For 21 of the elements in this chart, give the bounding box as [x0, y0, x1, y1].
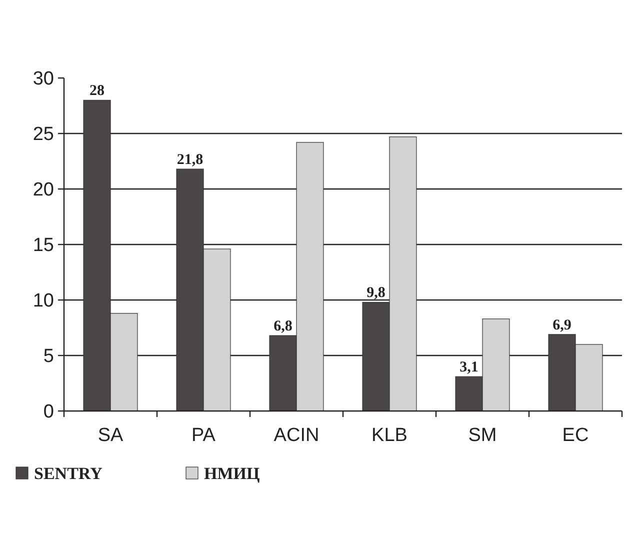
y-tick-label: 25 — [32, 124, 54, 146]
y-tick-label: 0 — [43, 402, 54, 423]
x-tick-label: SM — [468, 425, 497, 446]
x-tick-label: PA — [192, 425, 216, 446]
y-tick-label: 15 — [32, 235, 54, 256]
data-label: 6,9 — [552, 317, 572, 334]
data-label: 28 — [90, 83, 105, 100]
x-tick-label: ACIN — [274, 425, 320, 446]
x-tick-label: SA — [98, 425, 124, 446]
data-label: 9,8 — [366, 285, 386, 302]
data-label: 6,8 — [274, 318, 292, 335]
x-tick-label: KLB — [372, 425, 408, 446]
data-label: 3,1 — [460, 360, 478, 376]
legend-label: SENTRY — [34, 464, 102, 483]
y-tick-label: 5 — [43, 346, 54, 368]
y-tick-label: 10 — [32, 290, 54, 312]
data-label: 21,8 — [176, 152, 204, 168]
y-tick-label: 20 — [32, 180, 54, 201]
y-tick-label: 30 — [32, 68, 54, 90]
x-tick-label: EC — [562, 425, 589, 446]
legend-label: НМИЦ — [204, 464, 260, 483]
